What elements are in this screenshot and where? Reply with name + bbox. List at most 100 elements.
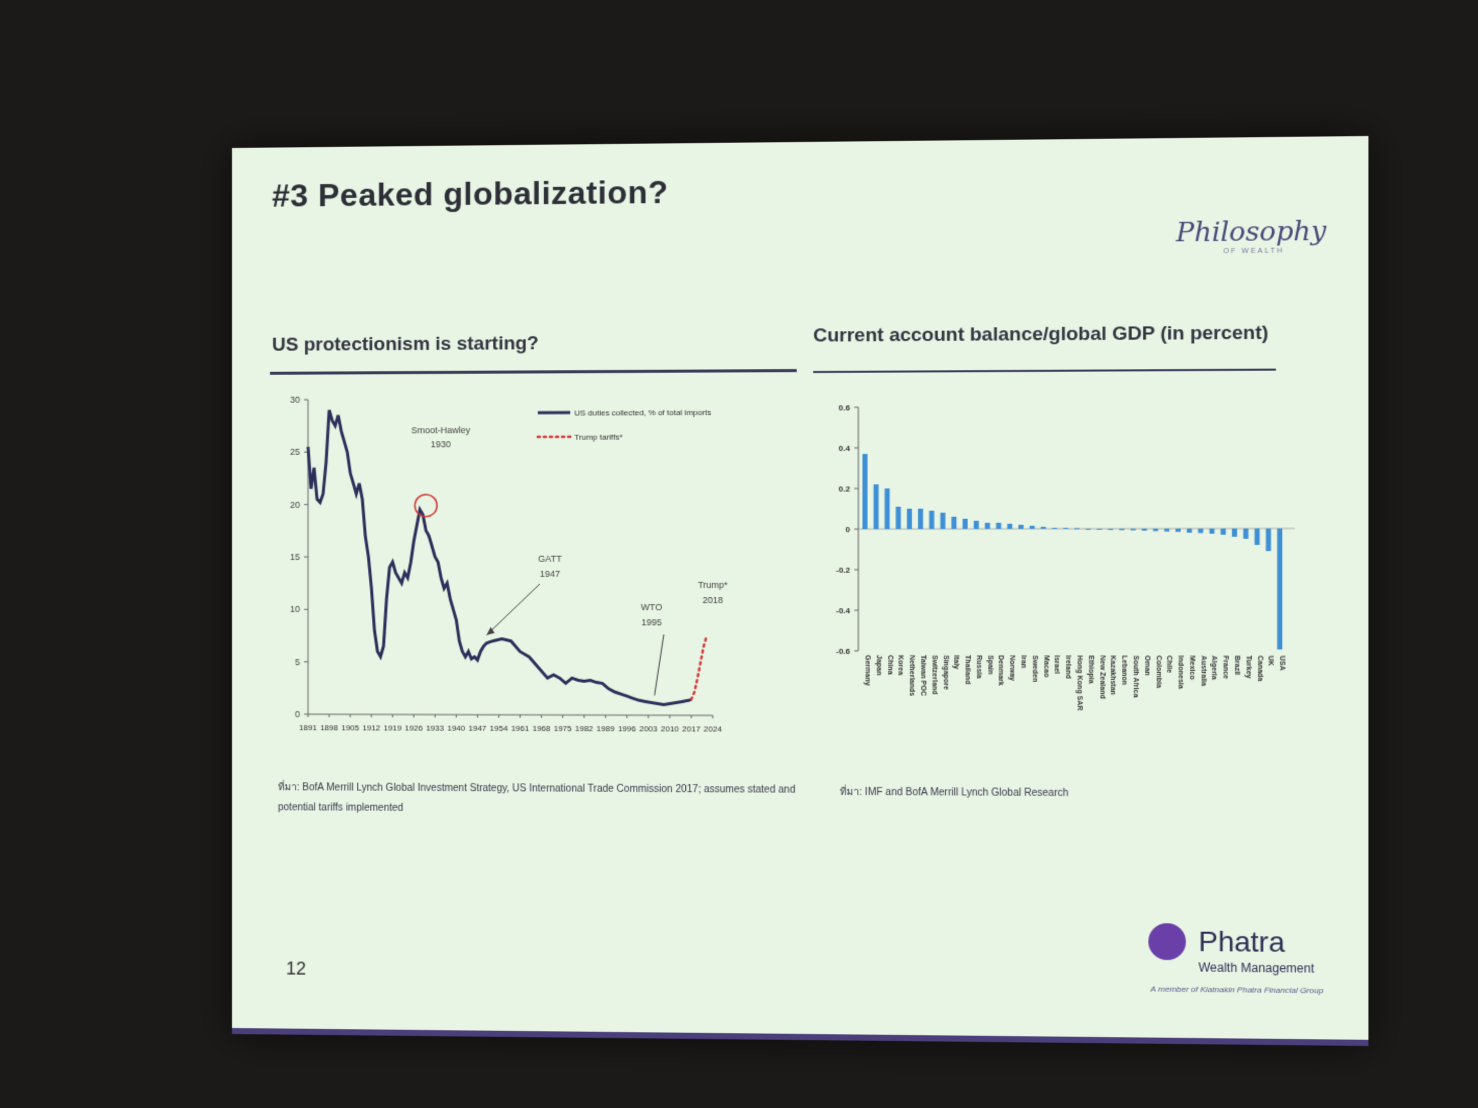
logo-member: A member of Kiatnakin Phatra Financial G…	[1150, 984, 1323, 995]
bar-russia	[974, 521, 979, 529]
bar-italy	[951, 517, 956, 529]
bar-category-label: France	[1222, 655, 1229, 679]
slide-title: #3 Peaked globalization?	[272, 174, 668, 215]
bar-south-africa	[1131, 529, 1136, 531]
bar-y-tick-label: -0.6	[836, 647, 851, 656]
y-tick-label: 10	[290, 604, 300, 614]
bar-category-label: Indonesia	[1177, 655, 1184, 688]
x-axis	[308, 714, 713, 715]
y-tick-label: 30	[290, 395, 300, 405]
x-tick-label: 1940	[447, 724, 466, 733]
bar-category-label: Korea	[897, 655, 904, 675]
bar-category-label: Kazakhstan	[1109, 655, 1116, 695]
bar-ethiopia	[1086, 529, 1091, 530]
bar-category-label: Singapore	[941, 655, 948, 690]
bar-category-label: Germany	[864, 655, 871, 686]
bar-category-label: Switzerland	[930, 655, 937, 695]
x-tick-label: 1968	[532, 724, 551, 733]
x-tick-label: 1898	[320, 723, 338, 732]
x-tick-label: 1947	[469, 724, 488, 733]
bar-japan	[874, 484, 879, 529]
x-tick-label: 2010	[661, 724, 680, 733]
bar-category-label: Ireland	[1064, 655, 1071, 678]
x-tick-label: 1982	[575, 724, 594, 733]
bar-category-label: Japan	[875, 655, 882, 676]
annotation-trump-year: 2018	[703, 595, 723, 605]
left-heading-rule	[270, 369, 797, 375]
logo-sub: Wealth Management	[1198, 960, 1314, 975]
current-account-bar-chart: 0.60.40.20-0.2-0.4-0.6 Germany Japan China…	[817, 395, 1305, 764]
annotation-wto-year: 1995	[641, 617, 661, 627]
bar-y-tick-label: 0.4	[839, 444, 851, 453]
bar-chile	[1164, 529, 1169, 532]
bar-category-label: New Zealand	[1098, 655, 1105, 699]
bar-category-label: Denmark	[997, 655, 1004, 686]
right-chart-heading: Current account balance/global GDP (in p…	[813, 321, 1269, 347]
bar-category-label: Israel	[1053, 655, 1060, 674]
bar-new-zealand	[1097, 529, 1102, 530]
bar-category-label: Spain	[986, 655, 993, 674]
bar-category-label: Chile	[1165, 655, 1172, 673]
x-tick-label: 2017	[682, 724, 701, 733]
tariff-line-chart: 0 5 10 15 20 25 30 1891 1898 1905 1912 1919 1926 1933…	[268, 381, 754, 766]
bar-algeria	[1209, 529, 1214, 534]
bar-category-label: Iran	[1019, 655, 1026, 668]
bar-usa	[1277, 528, 1282, 649]
bar-germany	[862, 454, 867, 529]
bar-category-label: Taiwan POC	[919, 655, 926, 696]
left-chart-heading: US protectionism is starting?	[272, 331, 789, 357]
x-tick-label: 1891	[299, 723, 317, 732]
bar-mexico	[1187, 529, 1192, 533]
x-tick-label: 1926	[405, 724, 423, 733]
bar-ireland	[1063, 528, 1068, 529]
y-tick-label: 0	[295, 709, 300, 719]
bar-category-label: Turkey	[1244, 656, 1251, 679]
smoot-hawley-circle	[415, 494, 437, 516]
y-tick-label: 20	[290, 500, 300, 510]
bar-y-tick-label: -0.4	[836, 606, 851, 615]
bar-category-label: Brazil	[1233, 656, 1240, 676]
bar-iran	[1018, 525, 1023, 529]
bar-china	[885, 488, 890, 529]
bar-taiwan-poc	[918, 509, 923, 529]
x-tick-label: 1933	[426, 724, 444, 733]
annotation-gatt-year: 1947	[540, 569, 560, 579]
bar-category-label: Canada	[1256, 656, 1263, 682]
annotation-smoot-hawley: Smoot-Hawley	[411, 425, 470, 435]
right-heading-rule	[813, 369, 1276, 373]
y-tick-label: 5	[295, 657, 300, 667]
bar-lebanon	[1119, 529, 1124, 530]
bar-category-label: Thailand	[964, 655, 971, 684]
bar-sweden	[1030, 526, 1035, 529]
bar-category-label: China	[886, 655, 893, 675]
bar-category-label: UK	[1267, 656, 1274, 666]
bar-hong-kong-sar	[1074, 528, 1079, 529]
bar-netherlands	[907, 509, 912, 529]
bar-category-label: Sweden	[1031, 655, 1038, 682]
bar-y-tick-label: 0	[846, 525, 851, 534]
bar-canada	[1255, 529, 1260, 545]
y-tick-label: 15	[290, 552, 300, 562]
left-source-note: ที่มา: BofA Merrill Lynch Global Investm…	[278, 778, 825, 821]
bar-indonesia	[1176, 529, 1181, 532]
wto-arrow	[654, 634, 663, 695]
bar-category-label: Macao	[1042, 655, 1049, 677]
brand-logo-subtext: OF WEALTH	[1223, 248, 1284, 256]
bar-switzerland	[929, 511, 934, 529]
us-duties-line	[308, 409, 691, 705]
bar-brazil	[1232, 529, 1237, 537]
bar-israel	[1052, 528, 1057, 529]
annotation-gatt: GATT	[538, 554, 562, 564]
x-tick-label: 1996	[618, 724, 637, 733]
bar-category-label: Oman	[1143, 655, 1150, 675]
x-tick-label: 1975	[554, 724, 573, 733]
x-tick-label: 1961	[511, 724, 530, 733]
bar-y-tick-label: -0.2	[836, 566, 851, 575]
page-number: 12	[286, 958, 306, 979]
phatra-logo-icon	[1148, 923, 1186, 960]
logo-name: Phatra	[1198, 926, 1284, 959]
bar-category-label: Colombia	[1154, 655, 1161, 688]
annotation-trump: Trump*	[698, 580, 728, 590]
bar-denmark	[996, 523, 1001, 529]
bar-uk	[1266, 528, 1271, 551]
